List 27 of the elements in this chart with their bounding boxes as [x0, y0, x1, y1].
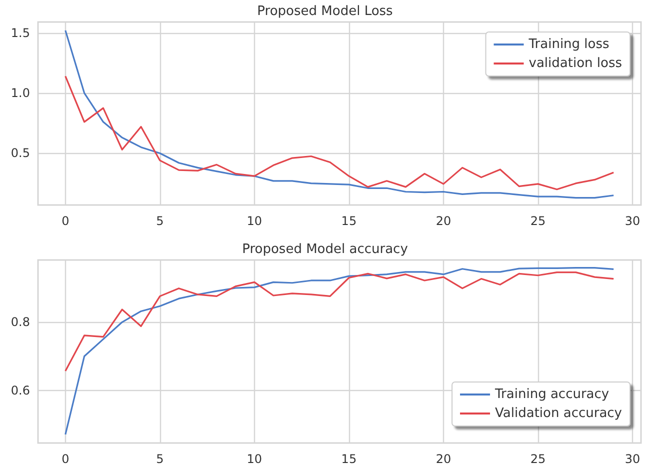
- y-tick-label: 0.8: [10, 315, 30, 330]
- x-tick-label: 25: [530, 214, 546, 228]
- chart-title: Proposed Model accuracy: [242, 242, 408, 257]
- x-tick-label: 25: [530, 452, 546, 466]
- line-series: [64, 75, 614, 190]
- x-tick-label: 20: [436, 452, 452, 466]
- legend-label: Training loss: [528, 37, 610, 52]
- legend-label: Training accuracy: [494, 387, 610, 402]
- legend-label: Validation accuracy: [495, 406, 622, 421]
- x-tick-label: 30: [624, 452, 640, 466]
- x-tick-label: 15: [341, 452, 357, 466]
- x-tick-label: 0: [62, 214, 70, 228]
- y-tick-label: 1.0: [10, 86, 30, 100]
- x-tick-label: 20: [436, 214, 452, 228]
- x-tick-label: 10: [246, 214, 262, 228]
- x-tick-label: 5: [156, 214, 164, 228]
- x-tick-label: 10: [246, 452, 262, 466]
- y-tick-label: 1.5: [10, 26, 30, 40]
- x-tick-label: 15: [341, 214, 357, 228]
- legend-label: validation loss: [528, 56, 622, 71]
- y-tick-label: 0.5: [10, 146, 30, 160]
- x-tick-label: 0: [62, 452, 70, 466]
- line-series: [64, 271, 614, 372]
- x-tick-label: 30: [624, 214, 640, 228]
- y-tick-label: 0.6: [10, 383, 30, 398]
- chart-title: Proposed Model Loss: [257, 4, 394, 19]
- x-tick-label: 5: [156, 452, 164, 466]
